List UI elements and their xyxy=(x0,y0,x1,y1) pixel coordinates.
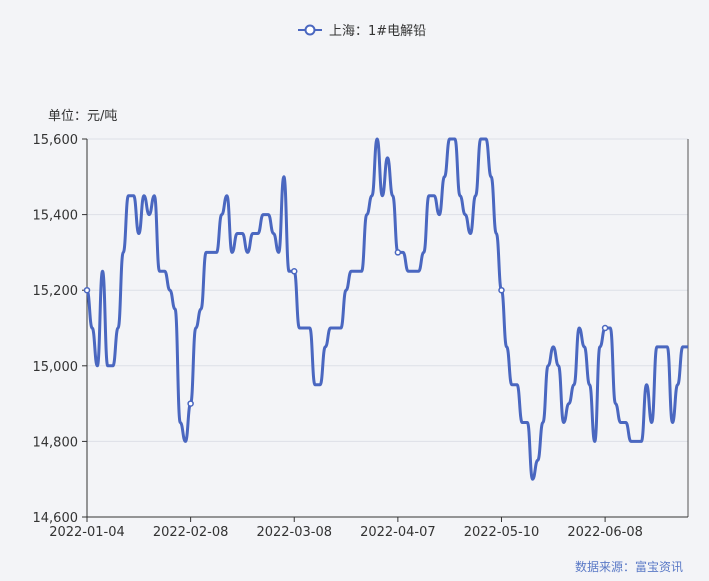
x-tick-label: 2022-01-04 xyxy=(49,525,125,540)
data-point[interactable] xyxy=(498,286,505,294)
data-source: 数据来源：富宝资讯 xyxy=(575,559,683,574)
gridlines xyxy=(87,138,688,442)
x-tick-label: 2022-03-08 xyxy=(256,525,332,540)
legend-label: 上海：1#电解铅 xyxy=(329,24,426,39)
x-tick-label: 2022-06-08 xyxy=(567,525,643,540)
x-tick-labels: 2022-01-04 2022-02-08 2022-03-08 2022-04-07… xyxy=(49,517,643,540)
series-group xyxy=(83,137,688,481)
data-point[interactable] xyxy=(394,249,402,256)
y-tick-label: 15,400 xyxy=(33,209,79,224)
x-tick-label: 2022-05-10 xyxy=(464,525,540,540)
y-tick-label: 15,600 xyxy=(33,133,79,148)
y-tick-labels: 14,600 14,800 15,000 15,200 15,400 15,600 xyxy=(33,133,87,526)
y-tick-label: 15,200 xyxy=(33,284,79,299)
x-tick-label: 2022-04-07 xyxy=(360,525,436,540)
data-point[interactable] xyxy=(290,268,298,275)
data-point[interactable] xyxy=(83,286,91,294)
unit-label: 单位：元/吨 xyxy=(48,109,117,124)
data-point[interactable] xyxy=(601,324,609,332)
y-tick-label: 15,000 xyxy=(33,360,79,375)
series-line xyxy=(85,137,688,481)
legend[interactable]: 上海：1#电解铅 xyxy=(298,24,426,39)
x-tick-label: 2022-02-08 xyxy=(153,525,229,540)
y-tick-label: 14,800 xyxy=(33,435,79,450)
data-point[interactable] xyxy=(187,400,194,407)
y-tick-label: 14,600 xyxy=(33,511,79,526)
legend-circle-marker xyxy=(304,24,316,36)
